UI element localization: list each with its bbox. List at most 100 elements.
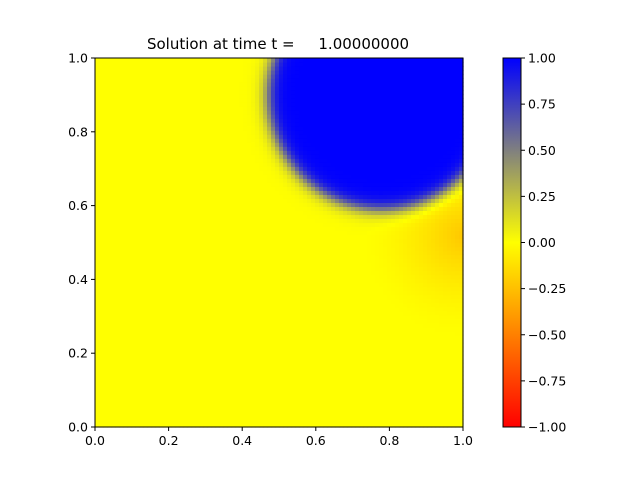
heatmap-cell bbox=[127, 234, 132, 240]
heatmap-cell bbox=[219, 78, 224, 83]
heatmap-cell bbox=[275, 162, 280, 167]
heatmap-cell bbox=[295, 110, 300, 115]
heatmap-cell bbox=[99, 130, 104, 135]
heatmap-cell bbox=[187, 402, 192, 408]
heatmap-cell bbox=[235, 66, 240, 71]
heatmap-cell bbox=[295, 334, 300, 340]
heatmap-cell bbox=[219, 334, 224, 340]
heatmap-cell bbox=[167, 194, 172, 199]
heatmap-cell bbox=[271, 138, 276, 143]
heatmap-cell bbox=[139, 94, 144, 99]
heatmap-cell bbox=[135, 418, 140, 424]
heatmap-cell bbox=[183, 358, 188, 364]
heatmap-cell bbox=[187, 326, 192, 332]
heatmap-cell bbox=[251, 302, 256, 308]
heatmap-cell bbox=[119, 170, 124, 175]
heatmap-cell bbox=[103, 294, 108, 300]
heatmap-cell bbox=[275, 70, 280, 75]
heatmap-cell bbox=[235, 314, 240, 320]
heatmap-cell bbox=[139, 134, 144, 139]
heatmap-cell bbox=[115, 290, 120, 296]
heatmap-cell bbox=[147, 222, 152, 228]
heatmap-cell bbox=[191, 158, 196, 163]
heatmap-cell bbox=[103, 118, 108, 123]
heatmap-cell bbox=[115, 218, 120, 224]
heatmap-cell bbox=[251, 70, 256, 75]
heatmap-cell bbox=[275, 154, 280, 159]
heatmap-cell bbox=[263, 202, 268, 207]
heatmap-cell bbox=[283, 350, 288, 356]
heatmap-cell bbox=[175, 90, 180, 95]
heatmap-cell bbox=[235, 186, 240, 191]
heatmap-cell bbox=[107, 222, 112, 228]
heatmap-cell bbox=[231, 198, 236, 203]
heatmap-cell bbox=[263, 378, 268, 384]
heatmap-cell bbox=[299, 74, 304, 79]
heatmap-cell bbox=[115, 178, 120, 183]
heatmap-cell bbox=[311, 318, 316, 324]
heatmap-cell bbox=[231, 130, 236, 135]
heatmap-cell bbox=[151, 326, 156, 332]
heatmap-cell bbox=[147, 142, 152, 147]
heatmap-cell bbox=[263, 218, 268, 224]
heatmap-cell bbox=[219, 270, 224, 276]
heatmap-cell bbox=[195, 358, 200, 364]
heatmap-cell bbox=[219, 174, 224, 179]
heatmap-cell bbox=[251, 206, 256, 212]
heatmap-cell bbox=[231, 258, 236, 264]
heatmap-cell bbox=[147, 318, 152, 324]
heatmap-cell bbox=[247, 126, 252, 131]
heatmap-cell bbox=[279, 402, 284, 408]
heatmap-cell bbox=[235, 190, 240, 195]
heatmap-cell bbox=[191, 242, 196, 248]
heatmap-cell bbox=[303, 346, 308, 352]
heatmap-cell bbox=[287, 86, 292, 91]
heatmap-cell bbox=[267, 326, 272, 332]
heatmap-cell bbox=[95, 190, 100, 195]
heatmap-cell bbox=[163, 66, 168, 71]
heatmap-cell bbox=[139, 86, 144, 91]
heatmap-cell bbox=[155, 362, 160, 368]
heatmap-cell bbox=[259, 146, 264, 151]
heatmap-cell bbox=[151, 70, 156, 75]
heatmap-cell bbox=[263, 330, 268, 336]
heatmap-cell bbox=[223, 102, 228, 107]
heatmap-cell bbox=[151, 138, 156, 143]
heatmap-cell bbox=[287, 126, 292, 131]
heatmap-cell bbox=[259, 274, 264, 280]
heatmap-cell bbox=[251, 110, 256, 115]
heatmap-cell bbox=[159, 174, 164, 179]
heatmap-cell bbox=[263, 110, 268, 115]
heatmap-cell bbox=[115, 74, 120, 79]
heatmap-cell bbox=[107, 66, 112, 71]
heatmap-cell bbox=[203, 238, 208, 244]
heatmap-cell bbox=[291, 234, 296, 240]
heatmap-cell bbox=[271, 250, 276, 256]
heatmap-cell bbox=[255, 130, 260, 135]
heatmap-cell bbox=[167, 170, 172, 175]
heatmap-cell bbox=[135, 254, 140, 260]
heatmap-cell bbox=[219, 202, 224, 207]
heatmap-cell bbox=[119, 274, 124, 280]
heatmap-cell bbox=[191, 186, 196, 191]
heatmap-cell bbox=[255, 386, 260, 392]
heatmap-cell bbox=[283, 298, 288, 304]
heatmap-cell bbox=[159, 306, 164, 312]
heatmap-cell bbox=[243, 118, 248, 123]
heatmap-cell bbox=[111, 422, 116, 428]
heatmap-cell bbox=[231, 262, 236, 268]
heatmap-cell bbox=[107, 422, 112, 428]
heatmap-cell bbox=[159, 70, 164, 75]
heatmap-cell bbox=[95, 290, 100, 296]
heatmap-cell bbox=[239, 194, 244, 199]
heatmap-cell bbox=[119, 182, 124, 187]
heatmap-cell bbox=[227, 58, 232, 63]
heatmap-cell bbox=[187, 198, 192, 203]
heatmap-cell bbox=[143, 162, 148, 167]
heatmap-cell bbox=[303, 338, 308, 344]
heatmap-cell bbox=[219, 330, 224, 336]
heatmap-cell bbox=[271, 338, 276, 344]
heatmap-cell bbox=[307, 410, 312, 416]
heatmap-cell bbox=[143, 318, 148, 324]
heatmap-cell bbox=[143, 394, 148, 400]
